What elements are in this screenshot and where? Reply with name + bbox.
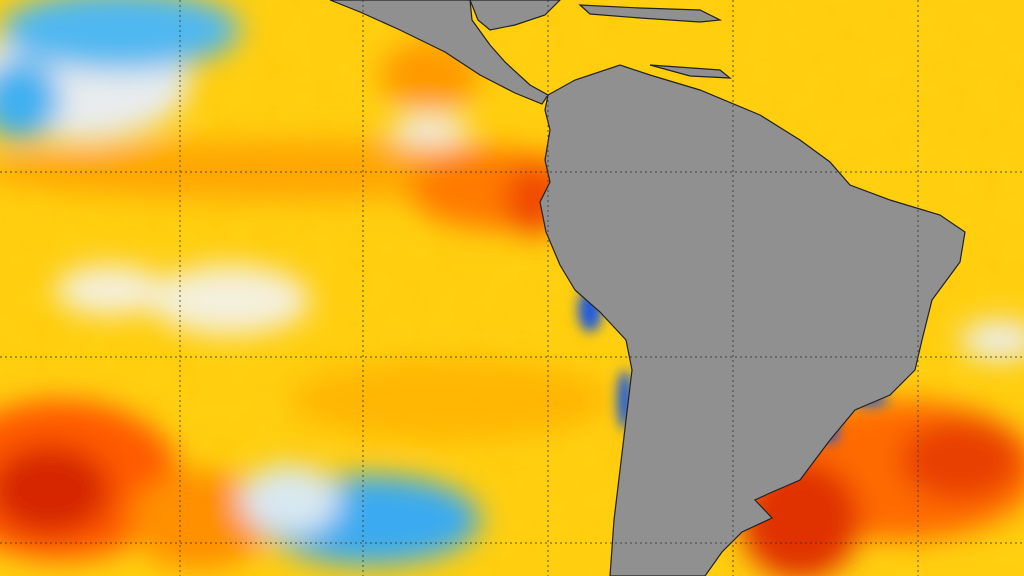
south-america — [539, 64, 966, 576]
central-america — [329, 0, 549, 105]
antilles — [649, 64, 732, 79]
land — [329, 0, 966, 576]
caribbean-islands — [578, 4, 723, 23]
yucatan — [469, 0, 561, 31]
